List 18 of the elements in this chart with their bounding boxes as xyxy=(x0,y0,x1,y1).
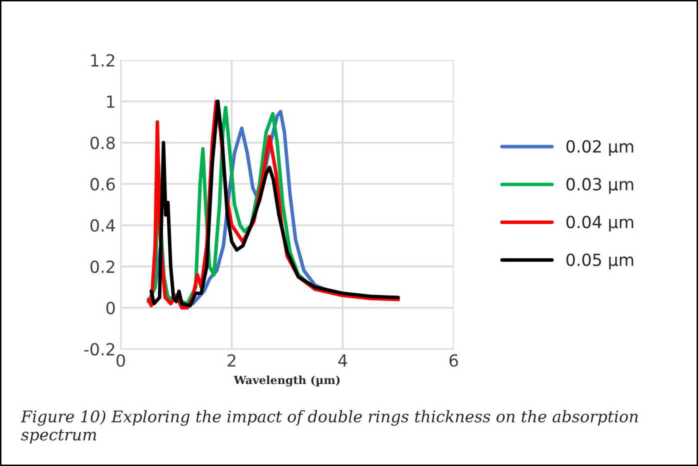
y-tick-label: 1.2 xyxy=(91,54,114,66)
y-tick-label: 0.6 xyxy=(90,178,115,191)
legend-label: 0.02 µm xyxy=(566,140,634,156)
legend-label: 0.05 µm xyxy=(566,254,634,270)
y-tick-label: 0.4 xyxy=(90,219,115,232)
y-tick-label: 1 xyxy=(107,96,114,108)
y-tick-label: 0.2 xyxy=(90,260,114,274)
caption: Figure 10) Exploring the impact of double rings thickness on the absorption spectrum xyxy=(20,410,638,444)
y-tick-label: 0.8 xyxy=(90,136,115,150)
x-tick-label: 4 xyxy=(338,354,348,367)
x-tick-label: 6 xyxy=(450,354,458,367)
legend-label: 0.04 µm xyxy=(566,216,634,232)
x-tick-label: 0 xyxy=(116,354,125,367)
x-tick-label: 2 xyxy=(228,354,236,367)
y-tick-label: 0 xyxy=(106,302,115,314)
x-axis-title: Wavelength (µm) xyxy=(234,376,340,386)
legend-label: 0.03 µm xyxy=(566,178,634,194)
y-tick-label: -0.2 xyxy=(84,342,114,356)
